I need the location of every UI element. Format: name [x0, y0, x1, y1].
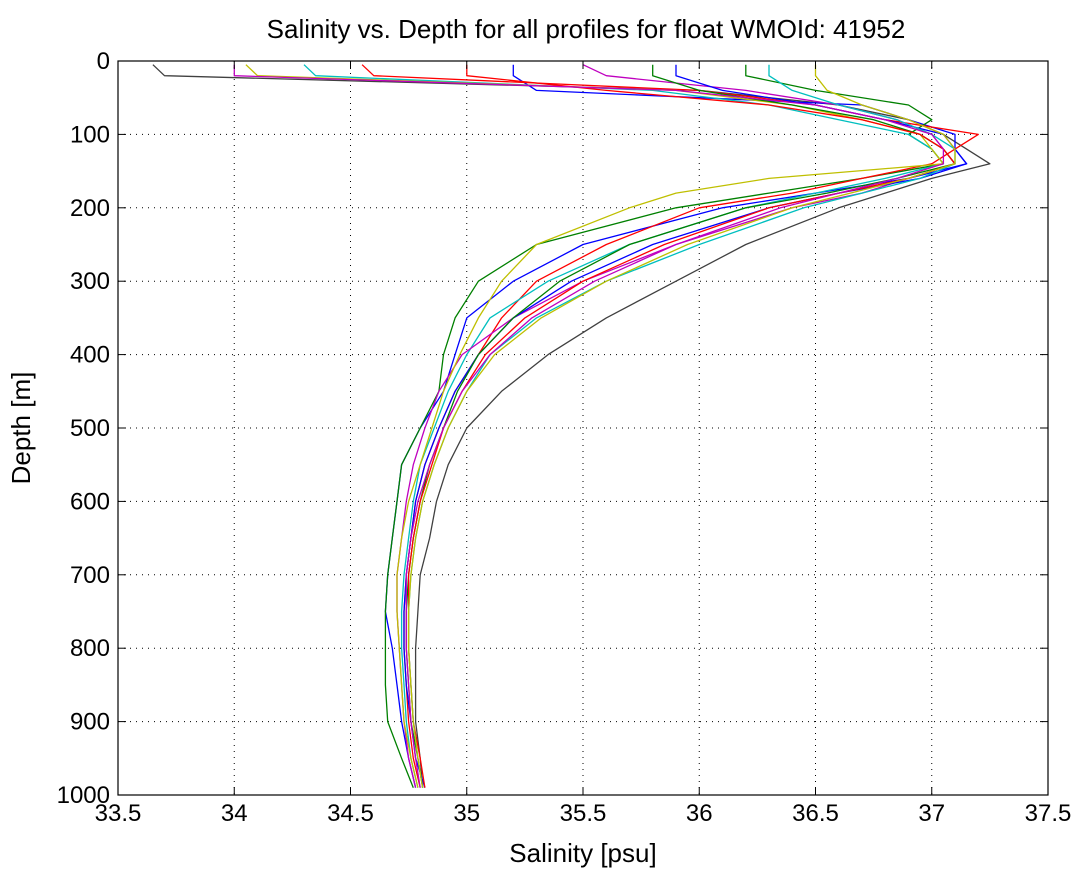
y-axis-title: Depth [m]: [6, 372, 36, 485]
y-tick-label: 300: [70, 268, 110, 295]
x-tick-label: 37: [918, 800, 945, 827]
x-tick-label: 36: [686, 800, 713, 827]
axis-ticks: [117, 60, 1049, 796]
x-tick-label: 33.5: [95, 800, 142, 827]
y-tick-label: 1000: [57, 782, 110, 809]
y-tick-label: 400: [70, 342, 110, 369]
y-tick-label: 100: [70, 121, 110, 148]
profile-lines: [152, 64, 991, 788]
x-tick-label: 35.5: [560, 800, 607, 827]
x-tick-label: 36.5: [792, 800, 839, 827]
y-tick-label: 200: [70, 195, 110, 222]
x-axis-title: Salinity [psu]: [509, 838, 656, 868]
y-tick-label: 500: [70, 415, 110, 442]
x-tick-labels: 33.5 34 34.5 35 35.5 36 36.5 37 37.5: [95, 800, 1072, 827]
y-tick-labels: 0 100 200 300 400 500 600 700 800 900 1000: [57, 48, 110, 809]
y-tick-label: 700: [70, 562, 110, 589]
y-tick-label: 900: [70, 709, 110, 736]
y-tick-label: 0: [97, 48, 110, 75]
chart-title: Salinity vs. Depth for all profiles for …: [267, 14, 906, 44]
salinity-profile-line: [233, 64, 945, 788]
x-tick-label: 35: [453, 800, 480, 827]
x-tick-label: 34.5: [327, 800, 374, 827]
x-tick-label: 34: [221, 800, 248, 827]
salinity-profile-line: [407, 64, 956, 788]
y-tick-label: 600: [70, 488, 110, 515]
salinity-profile-line: [384, 64, 945, 788]
x-tick-label: 37.5: [1025, 800, 1072, 827]
y-tick-label: 800: [70, 635, 110, 662]
salinity-profile-line: [303, 64, 945, 788]
